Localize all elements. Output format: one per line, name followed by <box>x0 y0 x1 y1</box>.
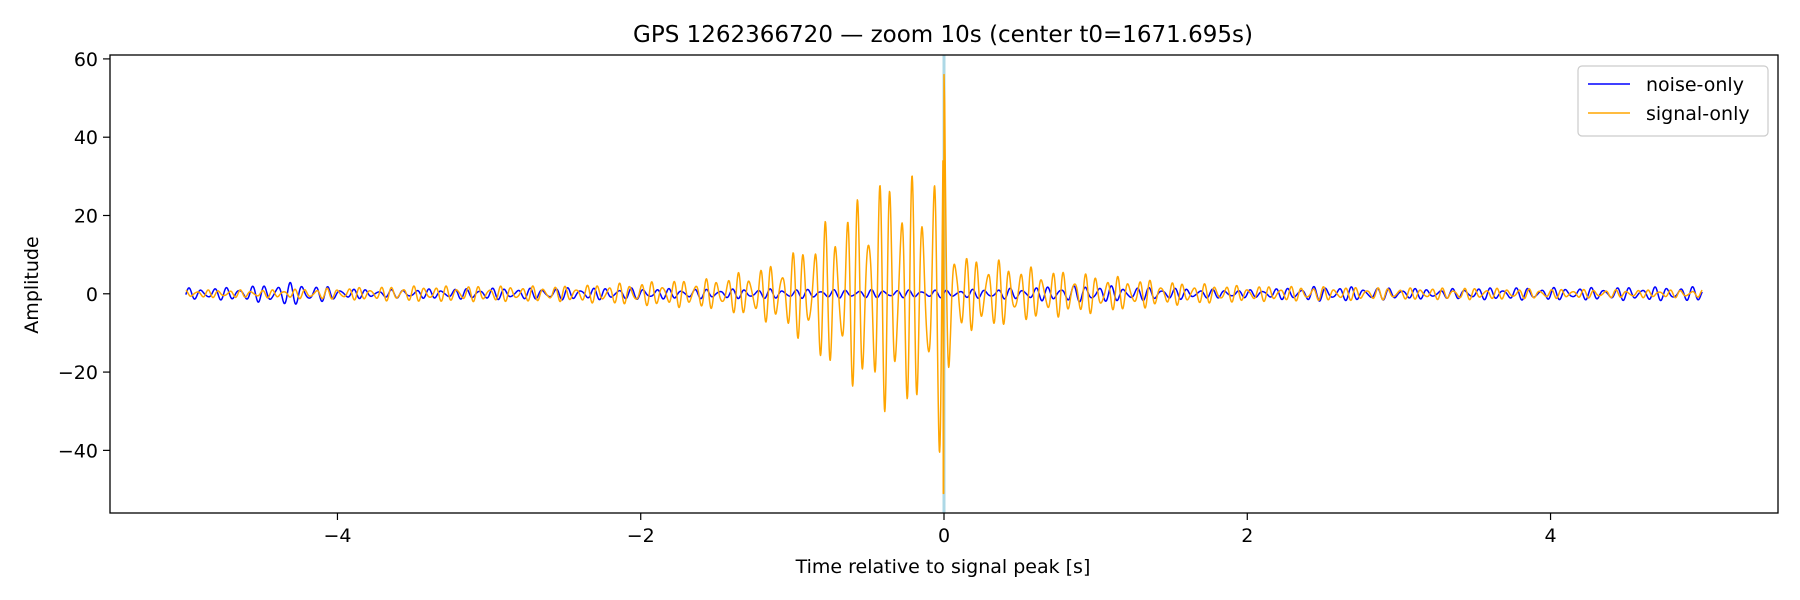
x-tick-label: 2 <box>1241 525 1253 547</box>
chart-title: GPS 1262366720 — zoom 10s (center t0=167… <box>633 22 1253 48</box>
y-tick-label: 20 <box>74 205 98 227</box>
y-tick-label: 40 <box>74 127 98 149</box>
signal-only-line <box>185 73 1703 495</box>
x-axis-label: Time relative to signal peak [s] <box>795 556 1091 578</box>
x-tick-label: −2 <box>627 525 655 547</box>
y-tick-label: −40 <box>58 440 98 462</box>
x-tick-label: 0 <box>938 525 950 547</box>
legend-label-signal-only: signal-only <box>1646 103 1750 125</box>
y-tick-label: 60 <box>74 49 98 71</box>
y-axis: −40 −20 0 20 40 60 <box>58 49 110 462</box>
y-tick-label: −20 <box>58 362 98 384</box>
x-tick-label: 4 <box>1544 525 1556 547</box>
x-tick-label: −4 <box>323 525 351 547</box>
y-tick-label: 0 <box>86 284 98 306</box>
series-layer <box>185 73 1703 495</box>
y-axis-label: Amplitude <box>21 236 43 333</box>
legend-label-noise-only: noise-only <box>1646 74 1744 96</box>
x-axis: −4 −2 0 2 4 <box>323 513 1557 547</box>
legend: noise-only signal-only <box>1577 65 1769 137</box>
